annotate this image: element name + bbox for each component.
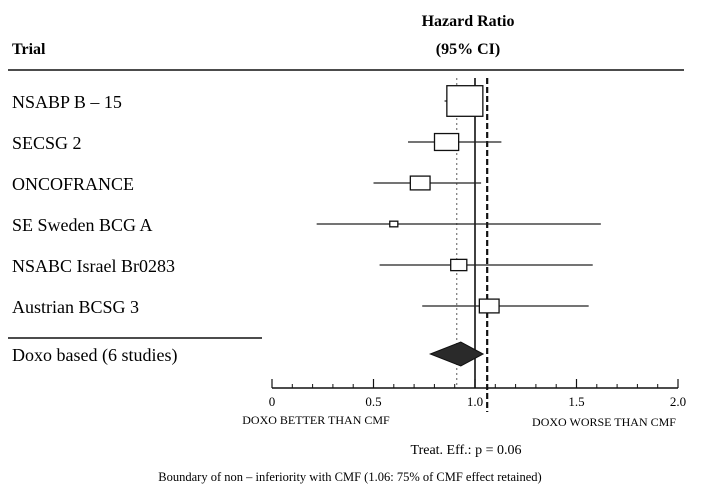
x-tick-label: 0 — [269, 394, 276, 409]
trial-column-header: Trial — [12, 41, 46, 58]
x-tick-label: 2.0 — [670, 394, 686, 409]
hr-header-line1: Hazard Ratio — [422, 13, 515, 30]
left-annotation: DOXO BETTER THAN CMF — [242, 413, 390, 427]
study-point-box — [433, 132, 460, 152]
footnote: Boundary of non – inferiority with CMF (… — [158, 470, 541, 484]
hr-header-line2: (95% CI) — [436, 41, 500, 58]
x-tick-label: 1.0 — [467, 394, 483, 409]
study-label: SECSG 2 — [12, 133, 82, 153]
study-point-box — [450, 258, 468, 272]
pooled-label: Doxo based (6 studies) — [12, 345, 177, 366]
study-point-box — [389, 220, 399, 228]
x-tick-label: 1.5 — [568, 394, 584, 409]
study-label: ONCOFRANCE — [12, 174, 134, 194]
test-text: Treat. Eff.: p = 0.06 — [411, 443, 522, 458]
study-label: NSABC Israel Br0283 — [12, 256, 175, 276]
study-label: NSABP B – 15 — [12, 92, 122, 112]
study-point-box — [478, 298, 500, 314]
study-point-box — [446, 85, 484, 117]
study-label: Austrian BCSG 3 — [12, 297, 139, 317]
study-label: SE Sweden BCG A — [12, 215, 153, 235]
x-tick-label: 0.5 — [365, 394, 381, 409]
pooled-diamond — [428, 341, 485, 367]
study-point-box — [409, 175, 431, 191]
right-annotation: DOXO WORSE THAN CMF — [532, 415, 676, 429]
